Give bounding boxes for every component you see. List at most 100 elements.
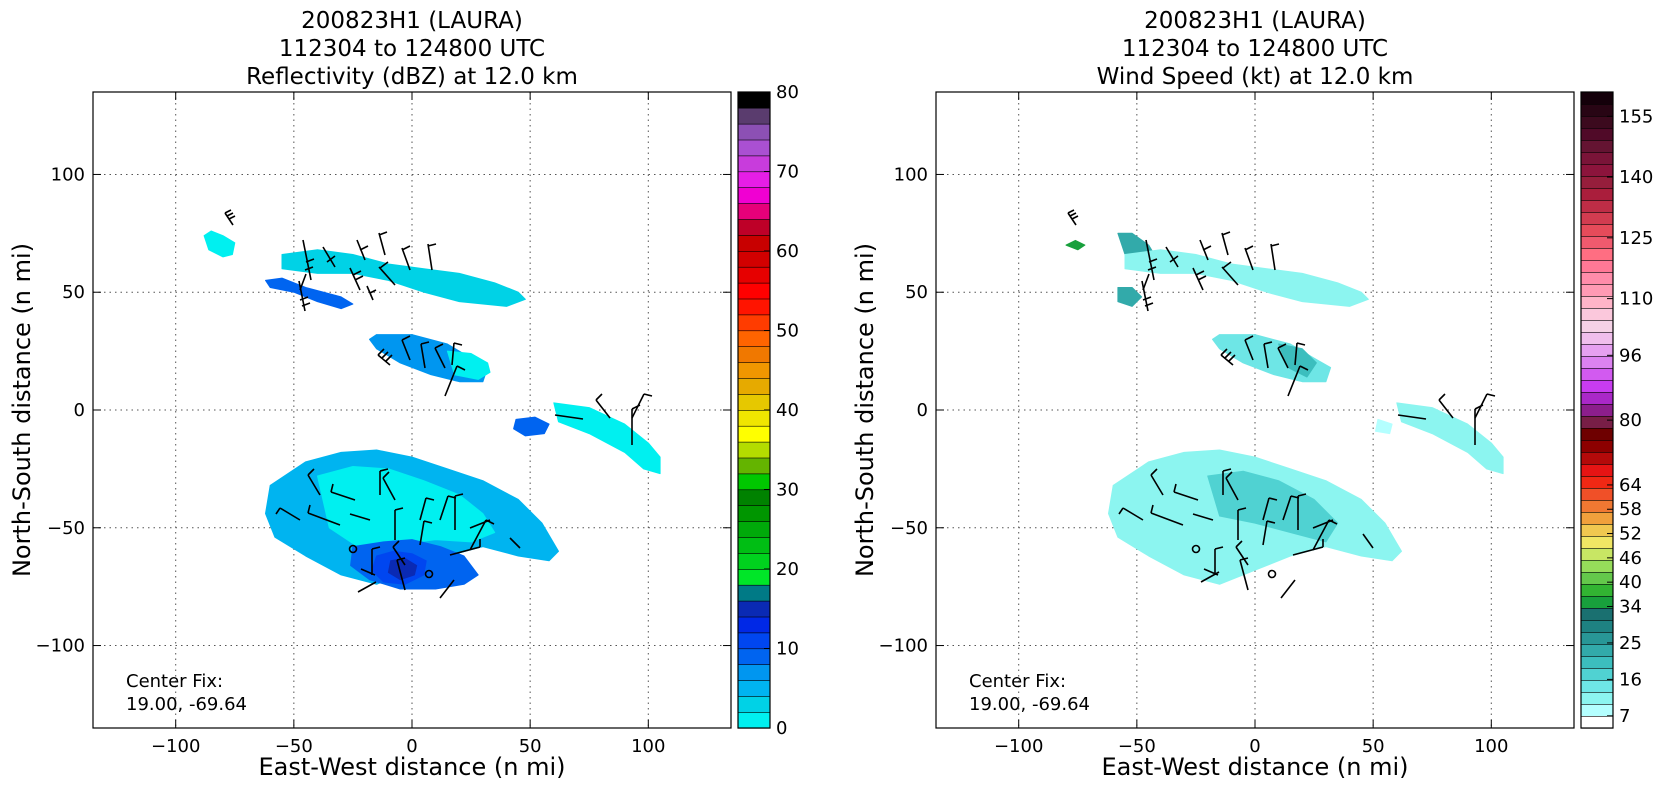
wind-barb <box>1235 540 1249 566</box>
wind-barb <box>1292 539 1324 556</box>
y-tick-label: 100 <box>51 164 85 185</box>
wind-barb <box>299 239 315 291</box>
colorbar-segment <box>737 711 771 729</box>
colorbar-segment <box>1580 91 1614 105</box>
colorbar-segment <box>1580 691 1614 705</box>
colorbar-tick-label: 155 <box>1619 106 1653 127</box>
colorbar-segment <box>1580 367 1614 381</box>
colorbar-segment <box>1580 703 1614 717</box>
colorbar-segment <box>737 505 771 522</box>
panel-title-line-3: Reflectivity (dBZ) at 12.0 km <box>246 64 578 90</box>
wind-barb <box>378 231 388 256</box>
colorbar-segment <box>737 584 771 602</box>
wind-barb <box>360 568 376 576</box>
calm-wind-circle <box>348 544 358 554</box>
wind-barb <box>396 557 406 591</box>
colorbar-tick-label: 80 <box>1619 410 1642 431</box>
colorbar-tick-label: 80 <box>776 82 799 103</box>
colorbar-segment <box>737 203 771 220</box>
axis-ticks: −100 −50 0 50 100 −100 −50 0 50 100 <box>36 92 731 757</box>
wind-barb <box>1262 520 1276 546</box>
y-tick-label: −100 <box>36 636 85 657</box>
colorbar-segment <box>1580 535 1614 549</box>
colorbar-tick-label: 96 <box>1619 345 1642 366</box>
colorbar-tick-label: 50 <box>776 321 799 342</box>
colorbar-segment <box>737 107 771 125</box>
colorbar-segment <box>1580 175 1614 189</box>
wind-barb <box>1192 267 1207 291</box>
colorbar-segment <box>737 632 771 650</box>
colorbar-segment <box>1580 619 1614 633</box>
wind-barb <box>357 581 377 593</box>
colorbar-segment <box>1580 247 1614 261</box>
wind-barb <box>356 239 369 261</box>
x-tick-label: −100 <box>151 736 200 757</box>
colorbar-segment <box>1580 163 1614 177</box>
colorbar-segment <box>1580 523 1614 537</box>
colorbar-segment <box>737 489 771 507</box>
wind-barb <box>1221 231 1231 256</box>
wind-barb <box>1244 335 1254 361</box>
wind-barb <box>1474 393 1496 419</box>
y-tick-label: 0 <box>74 400 85 421</box>
colorbar-segment <box>737 695 771 713</box>
colorbar-segment <box>737 234 771 252</box>
wind-speed-fill <box>1065 232 1504 585</box>
colorbar-segment <box>1580 391 1614 405</box>
y-tick-label: 50 <box>905 282 928 303</box>
echo-region <box>1117 287 1143 307</box>
wind-barb <box>1244 245 1254 271</box>
wind-barb <box>554 414 584 420</box>
wind-barb <box>1220 348 1236 366</box>
wind-barb <box>451 342 463 366</box>
y-tick-label: −50 <box>47 518 85 539</box>
colorbar-segment <box>737 218 771 236</box>
wind-barb <box>1262 497 1278 521</box>
colorbar-segment <box>1580 199 1614 213</box>
colorbar-segment <box>1580 379 1614 393</box>
wind-barb <box>1287 365 1309 397</box>
wind-barbs <box>1067 209 1496 599</box>
wind-barb <box>469 519 491 529</box>
colorbar-segment <box>737 155 771 173</box>
wind-barb <box>1150 504 1184 526</box>
colorbar-segment <box>737 123 771 141</box>
wind-barb <box>382 471 396 501</box>
echo-region <box>203 230 236 258</box>
x-axis-label: East-West distance (n mi) <box>258 753 565 781</box>
wind-barb <box>1239 557 1249 591</box>
colorbar-tick-label: 16 <box>1619 669 1642 690</box>
reflectivity-colorbar: 0 10 20 30 40 50 60 70 80 <box>737 82 799 739</box>
wind-barb <box>419 497 435 521</box>
colorbar-segment <box>737 139 771 157</box>
y-axis-label: North-South distance (n mi) <box>851 243 879 577</box>
panel-title-line-1: 200823H1 (LAURA) <box>1144 8 1366 34</box>
x-tick-label: 50 <box>1362 736 1385 757</box>
colorbar-segment <box>737 393 771 411</box>
wind-speed-panel: 200823H1 (LAURA) 112304 to 124800 UTC Wi… <box>851 8 1653 781</box>
echo-region <box>513 416 550 437</box>
colorbar-segment <box>1580 127 1614 141</box>
colorbar-segment <box>737 266 771 284</box>
colorbar-segment <box>737 457 771 475</box>
wind-barb <box>595 393 611 419</box>
colorbar-segment <box>1580 331 1614 345</box>
echo-region <box>446 350 491 380</box>
wind-barb <box>307 468 321 496</box>
colorbar-tick-label: 125 <box>1619 228 1653 249</box>
center-fix-label: Center Fix: <box>126 671 223 692</box>
x-tick-label: 50 <box>519 736 542 757</box>
colorbar-segment <box>737 91 771 109</box>
colorbar-tick-label: 7 <box>1619 706 1630 727</box>
wind-barb <box>322 246 336 268</box>
wind-barb <box>439 579 455 599</box>
wind-barb <box>1362 533 1374 549</box>
echo-region <box>1396 402 1504 475</box>
colorbar-tick-label: 64 <box>1619 475 1642 496</box>
y-tick-label: −100 <box>879 636 928 657</box>
wind-barb <box>371 546 381 575</box>
wind-barb <box>1312 519 1334 529</box>
wind-barb <box>1142 239 1158 291</box>
colorbar-tick-label: 40 <box>776 400 799 421</box>
echo-region <box>1124 249 1369 307</box>
